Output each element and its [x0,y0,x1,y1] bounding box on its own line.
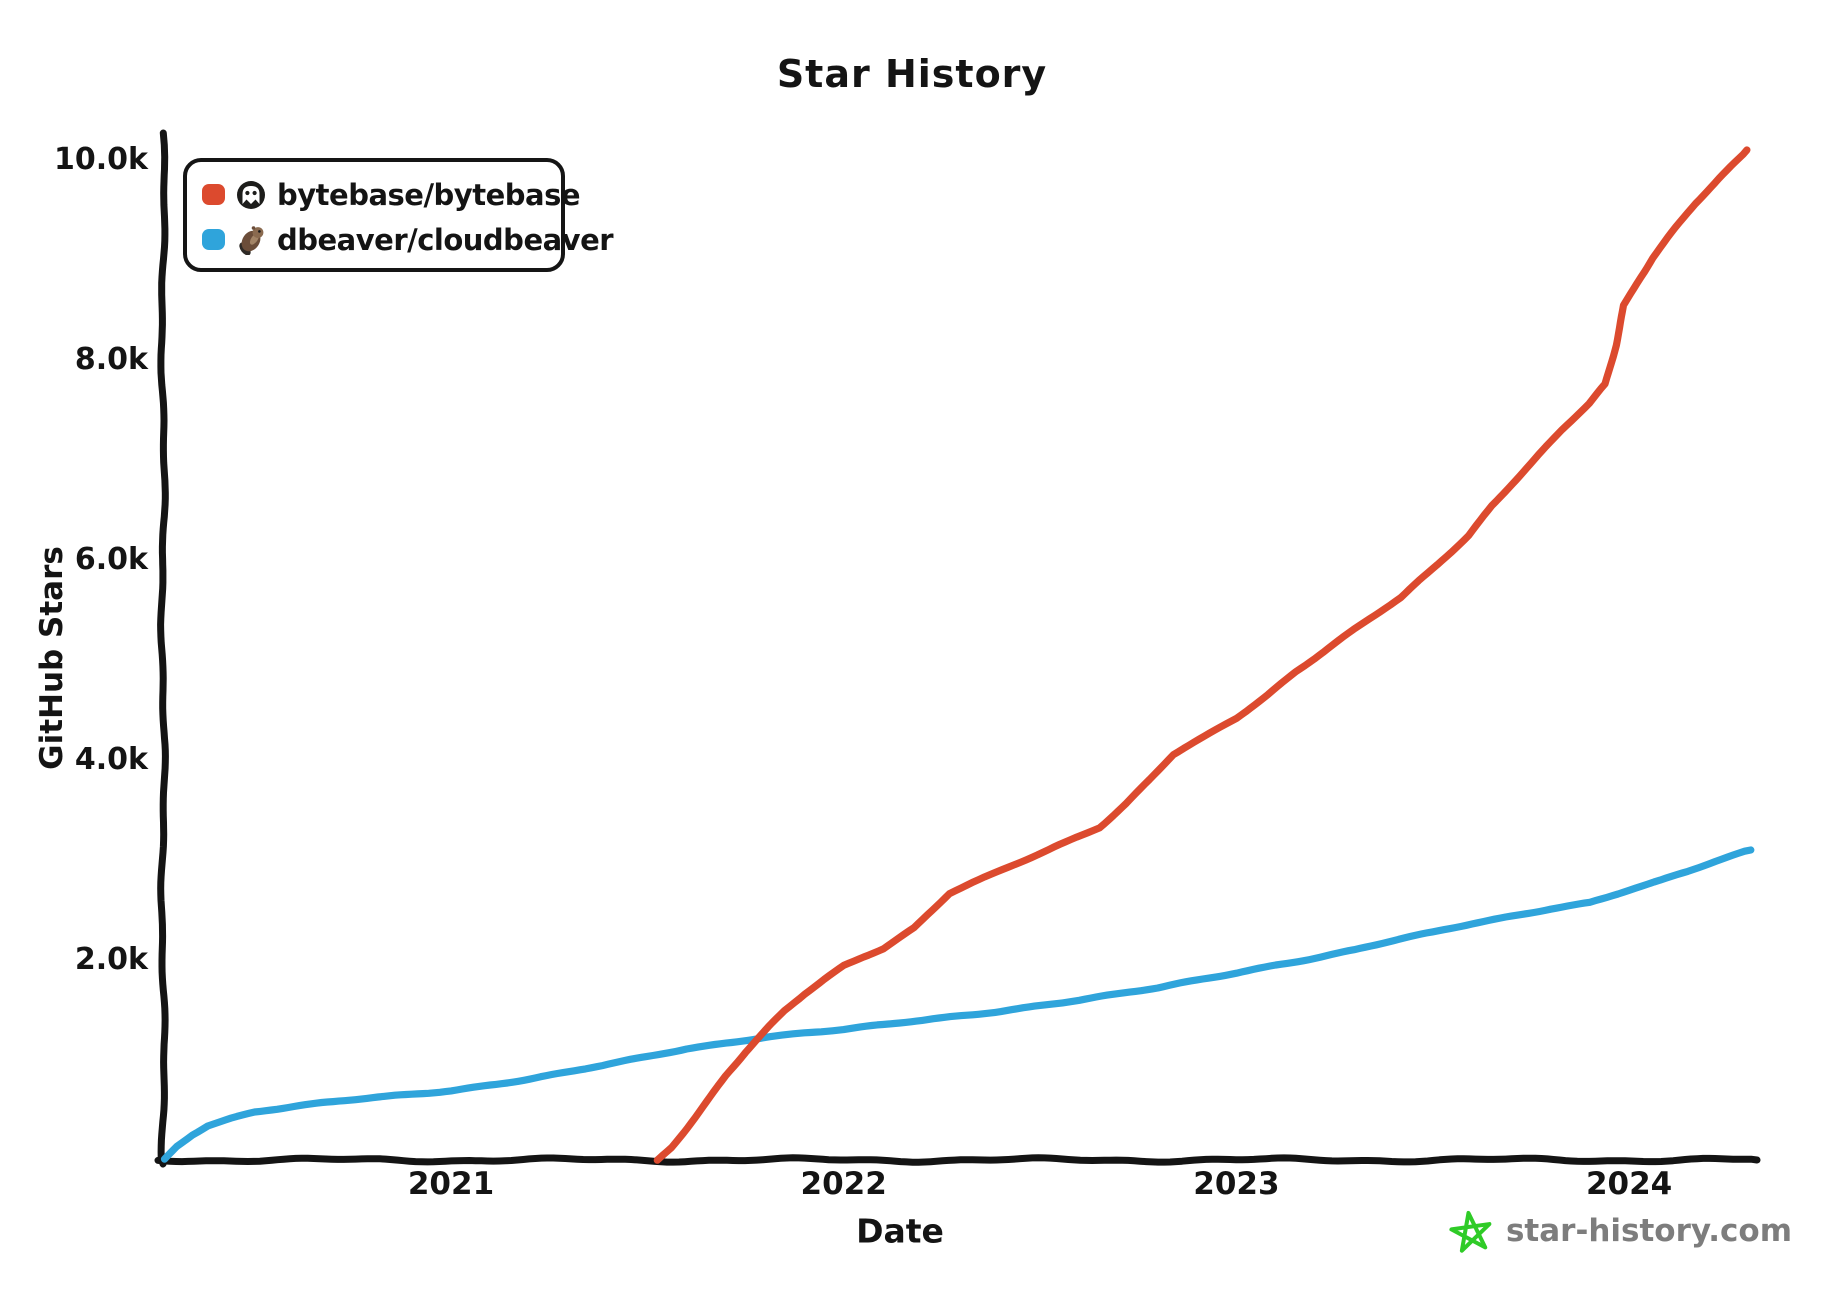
series-color-swatch-bytebase [202,184,225,205]
y-tick-label-8.0k: 8.0k [74,342,148,377]
green-star-icon [1449,1210,1492,1253]
y-tick-label-6.0k: 6.0k [74,542,148,577]
y-tick-label-2.0k: 2.0k [74,942,148,977]
y-tick-label-10.0k: 10.0k [54,142,148,177]
legend-item-cloudbeaver: dbeaver/cloudbeaver [202,217,614,262]
y-tick-label-4.0k: 4.0k [74,742,148,777]
watermark-link[interactable]: star-history.com [1505,1213,1792,1249]
y-axis-label: GitHub Stars [34,546,70,770]
watermark: star-history.com [1448,1204,1792,1258]
y-axis-ticks: 2.0k 4.0k 6.0k 8.0k 10.0k [0,0,150,1308]
series-color-swatch-cloudbeaver [202,229,225,250]
y-axis-line [157,129,169,1168]
x-axis-line [154,1154,1761,1166]
x-axis-label: Date [856,1211,944,1251]
series-line-bytebase [653,146,1751,1164]
legend-repo-label: bytebase/bytebase [277,177,581,212]
series-line-cloudbeaver [160,846,1755,1163]
legend: bytebase/bytebase dbeaver/cloudbeaver [183,158,614,272]
legend-repo-label: dbeaver/cloudbeaver [277,222,614,257]
chart-title: Star History [776,52,1048,96]
legend-item-bytebase: bytebase/bytebase [202,172,581,217]
beaver-avatar-icon [239,225,264,255]
bytebase-avatar-icon [237,180,265,209]
